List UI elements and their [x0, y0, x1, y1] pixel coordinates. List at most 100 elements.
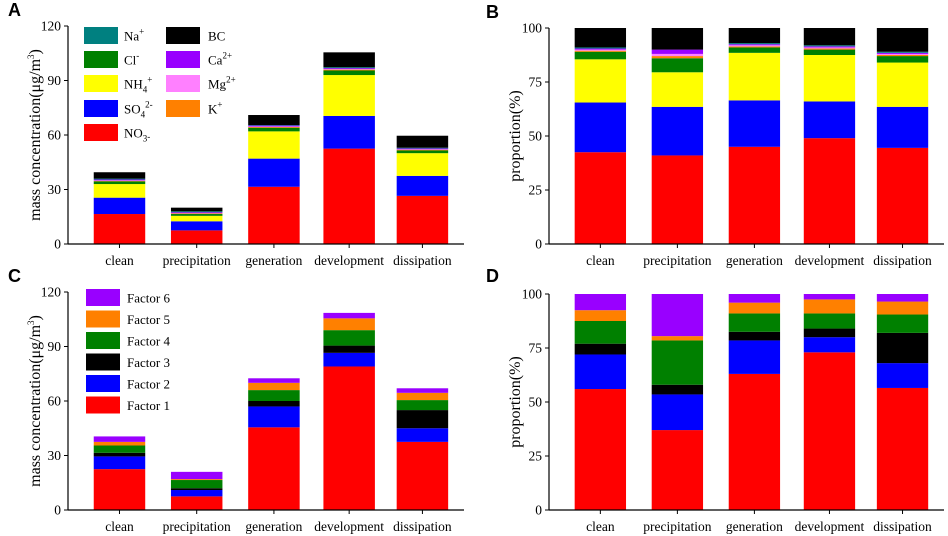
legend-swatch — [86, 289, 120, 306]
bar-segment — [574, 49, 627, 51]
bar-segment — [803, 46, 856, 48]
x-tick-label: development — [795, 253, 865, 268]
bar-segment — [574, 294, 627, 311]
x-tick-label: clean — [586, 253, 615, 268]
bar-segment — [396, 149, 449, 151]
bar-segment — [803, 49, 856, 55]
bar-segment — [396, 388, 449, 393]
y-tick-label: 75 — [529, 341, 543, 356]
bar-segment — [876, 52, 929, 54]
legend-label: SO42- — [124, 100, 153, 120]
bar-segment — [876, 294, 929, 302]
bar-segment — [93, 445, 146, 453]
bar-segment — [93, 436, 146, 442]
bar-segment — [93, 469, 146, 510]
bar-segment — [248, 125, 300, 127]
bar-segment — [876, 147, 929, 244]
bar-segment — [396, 428, 449, 442]
bar-segment — [728, 146, 781, 244]
y-tick-label: 0 — [54, 503, 61, 518]
bar-segment — [248, 401, 300, 407]
x-tick-label: precipitation — [643, 253, 711, 268]
bar-segment — [728, 302, 781, 314]
bar-segment — [248, 427, 300, 510]
bar-segment — [876, 332, 929, 364]
panel-label: D — [486, 266, 499, 286]
bar-segment — [651, 58, 704, 73]
legend-swatch — [166, 27, 200, 44]
bar-segment — [728, 46, 781, 48]
legend-label: Factor 1 — [127, 398, 170, 413]
bar-segment — [574, 321, 627, 344]
bar-segment — [323, 69, 375, 71]
bar-segment — [248, 158, 300, 187]
bar-segment — [93, 179, 146, 181]
bar-segment — [574, 59, 627, 103]
bar-segment — [728, 45, 781, 47]
x-tick-label: dissipation — [873, 253, 932, 268]
bar-segment — [574, 28, 627, 48]
y-tick-label: 0 — [54, 237, 61, 252]
bar-segment — [728, 100, 781, 147]
legend-label: Factor 5 — [127, 312, 170, 327]
panel-label: B — [486, 2, 499, 22]
x-tick-label: clean — [586, 519, 615, 534]
y-tick-label: 25 — [529, 449, 543, 464]
bar-segment — [574, 310, 627, 321]
bar-segment — [651, 394, 704, 431]
bar-segment — [574, 389, 627, 510]
bar-segment — [248, 406, 300, 428]
bar-segment — [651, 28, 704, 50]
bar-segment — [170, 496, 223, 510]
bar-segment — [323, 115, 375, 149]
x-tick-label: generation — [726, 519, 783, 534]
bar-segment — [248, 127, 300, 132]
bar-segment — [396, 175, 449, 196]
bar-segment — [93, 214, 146, 244]
bar-segment — [651, 336, 704, 341]
legend-label: NO3- — [124, 126, 150, 144]
bar-segment — [323, 52, 375, 68]
bar-segment — [803, 138, 856, 244]
x-tick-label: precipitation — [163, 253, 231, 268]
legend-swatch — [86, 396, 120, 414]
y-tick-label: 0 — [535, 237, 542, 252]
bar-segment — [396, 147, 449, 149]
legend-label: Cl- — [124, 51, 139, 68]
x-tick-label: dissipation — [393, 519, 452, 534]
bar-segment — [170, 488, 223, 491]
bar-segment — [248, 127, 300, 128]
bar-segment — [396, 148, 449, 150]
bar-segment — [170, 215, 223, 222]
bar-segment — [651, 53, 704, 57]
legend-swatch — [86, 310, 120, 328]
bar-segment — [248, 378, 300, 383]
bar-segment — [651, 384, 704, 395]
bar-segment — [574, 102, 627, 153]
panel-d: D 0 25 50 75 100 clean precipitation generation d… — [486, 266, 944, 534]
legend-swatch — [86, 353, 120, 371]
y-tick-label: 100 — [522, 287, 543, 302]
legend-swatch — [166, 100, 200, 117]
bar-segment — [651, 72, 704, 107]
bar-segment — [651, 340, 704, 385]
legend-swatch — [84, 27, 118, 44]
x-tick-label: generation — [245, 253, 302, 268]
bar-segment — [93, 452, 146, 457]
y-axis-label: proportion(%) — [507, 90, 524, 182]
bar-segment — [574, 50, 627, 52]
bar-segment — [728, 373, 781, 510]
bar-segment — [396, 400, 449, 411]
bar-segment — [248, 125, 300, 126]
legend-swatch — [84, 51, 118, 68]
bar-segment — [574, 152, 627, 244]
legend-label: Mg2+ — [208, 75, 236, 92]
bar-segment — [396, 135, 449, 148]
bar-segment — [396, 441, 449, 510]
bar-segment — [876, 51, 929, 53]
bar-segment — [93, 456, 146, 470]
bar-segment — [323, 70, 375, 76]
y-tick-label: 120 — [41, 19, 62, 34]
y-tick-label: 120 — [41, 285, 62, 300]
bar-segment — [728, 340, 781, 374]
